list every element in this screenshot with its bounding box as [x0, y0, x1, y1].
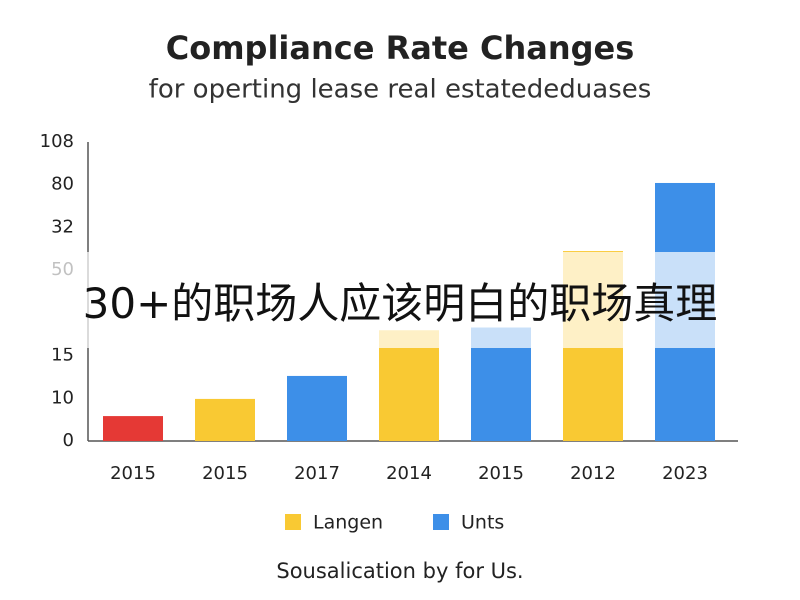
caption: Sousalication by for Us. — [276, 559, 523, 583]
bar — [379, 330, 439, 441]
legend-swatch — [433, 514, 449, 530]
y-tick-label: 32 — [51, 216, 74, 237]
legend-swatch — [285, 514, 301, 530]
chart-subtitle: for operting lease real estatededuases — [149, 75, 652, 105]
bar — [287, 375, 347, 441]
legend-label: Unts — [461, 512, 504, 534]
x-tick-label: 2017 — [294, 463, 340, 484]
x-tick-label: 2015 — [478, 463, 524, 484]
overlay-text: 30+的职场人应该明白的职场真理 — [82, 278, 718, 328]
x-tick-label: 2023 — [662, 463, 708, 484]
x-tick-label: 2014 — [386, 463, 432, 484]
y-tick-label: 108 — [40, 131, 74, 152]
x-tick-label: 2015 — [110, 463, 156, 484]
legend-label: Langen — [313, 512, 383, 534]
bar — [103, 416, 163, 441]
x-tick-label: 2015 — [202, 463, 248, 484]
bar — [195, 398, 255, 441]
chart-title: Compliance Rate Changes — [166, 29, 635, 67]
y-tick-label: 0 — [63, 430, 74, 451]
x-tick-label: 2012 — [570, 463, 616, 484]
y-tick-label: 10 — [51, 387, 74, 408]
overlay-banner: 30+的职场人应该明白的职场真理 — [0, 252, 800, 348]
y-tick-label: 80 — [51, 174, 74, 195]
y-tick-label: 15 — [51, 345, 74, 366]
